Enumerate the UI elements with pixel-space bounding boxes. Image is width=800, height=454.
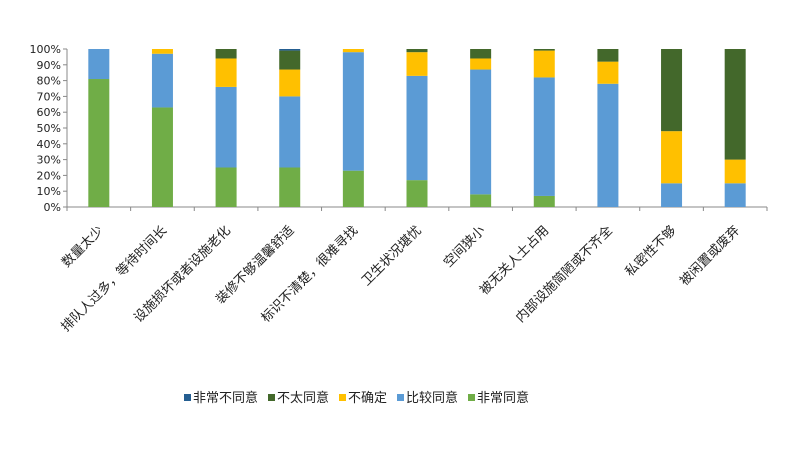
bar-segment bbox=[88, 49, 110, 80]
y-tick-label: 70% bbox=[37, 90, 61, 103]
x-category-label: 卫生状况堪忧 bbox=[359, 223, 425, 289]
legend-swatch bbox=[184, 394, 191, 401]
bar-segment bbox=[342, 49, 364, 53]
bar-segment bbox=[661, 131, 683, 184]
bar-segment bbox=[406, 49, 428, 53]
legend-label: 非常不同意 bbox=[193, 390, 258, 406]
bar-segment bbox=[215, 58, 237, 87]
x-category-label: 空间狭小 bbox=[441, 223, 488, 270]
legend-swatch bbox=[268, 394, 275, 401]
legend-label: 非常同意 bbox=[477, 390, 529, 406]
bar-segment bbox=[724, 183, 746, 207]
bar-segment bbox=[151, 53, 173, 108]
bar-segment bbox=[215, 49, 237, 59]
bar-segment bbox=[470, 58, 492, 70]
bar-segment bbox=[597, 61, 619, 84]
bar-segment bbox=[533, 49, 555, 51]
x-category-label: 私密性不够 bbox=[622, 223, 679, 280]
bar-segment bbox=[533, 50, 555, 78]
y-tick-label: 10% bbox=[37, 185, 61, 198]
bar-segment bbox=[470, 69, 492, 195]
bar-segment bbox=[279, 69, 301, 97]
x-category-label: 数量太少 bbox=[59, 223, 106, 270]
bar-segment bbox=[470, 194, 492, 207]
legend-swatch bbox=[339, 394, 346, 401]
bar-segment bbox=[151, 49, 173, 54]
bar-segment bbox=[533, 195, 555, 207]
bar-segment bbox=[279, 49, 301, 51]
bar-segment bbox=[597, 83, 619, 207]
bar-segment bbox=[342, 52, 364, 171]
legend-swatch bbox=[397, 394, 404, 401]
bar-segment bbox=[342, 170, 364, 207]
bar-segment bbox=[661, 183, 683, 207]
bar-segment bbox=[279, 50, 301, 70]
y-tick-label: 90% bbox=[37, 59, 61, 72]
y-tick-label: 80% bbox=[37, 75, 61, 88]
y-tick-label: 40% bbox=[37, 138, 61, 151]
bar-segment bbox=[279, 167, 301, 207]
bar-segment bbox=[215, 167, 237, 207]
y-tick-label: 0% bbox=[44, 201, 61, 214]
legend-label: 比较同意 bbox=[406, 390, 458, 406]
bar-segment bbox=[597, 49, 619, 62]
legend-label: 不确定 bbox=[348, 391, 387, 406]
legend-label: 不太同意 bbox=[277, 390, 329, 406]
bar-segment bbox=[533, 77, 555, 196]
bar-segment bbox=[470, 49, 492, 59]
x-category-label: 被闲置或废弃 bbox=[677, 223, 743, 289]
y-tick-label: 30% bbox=[37, 154, 61, 167]
bar-segment bbox=[88, 79, 110, 207]
bar-segment bbox=[724, 159, 746, 184]
bar-segment bbox=[279, 96, 301, 168]
y-tick-label: 50% bbox=[37, 122, 61, 135]
bar-segment bbox=[724, 49, 746, 160]
bar-segment bbox=[661, 49, 683, 132]
y-tick-label: 100% bbox=[30, 43, 61, 56]
bar-segment bbox=[406, 75, 428, 181]
bar-segment bbox=[215, 86, 237, 168]
bar-segment bbox=[406, 52, 428, 76]
x-category-label: 排队人过多，等待时间长 bbox=[58, 223, 170, 335]
y-tick-label: 20% bbox=[37, 169, 61, 182]
y-tick-label: 60% bbox=[37, 106, 61, 119]
bar-segment bbox=[151, 107, 173, 207]
legend-swatch bbox=[468, 394, 475, 401]
bar-segment bbox=[406, 180, 428, 207]
